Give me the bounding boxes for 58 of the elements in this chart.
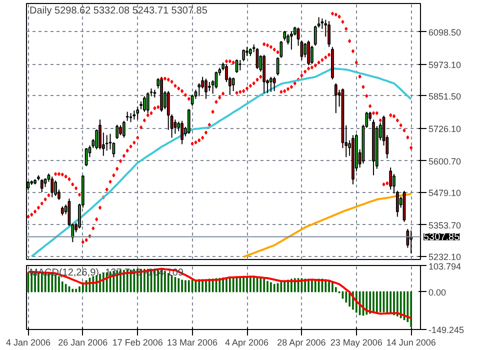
candlestick bbox=[136, 106, 140, 120]
y-tick-label: 5726.10 bbox=[428, 124, 462, 134]
candlestick bbox=[143, 96, 146, 112]
candlestick bbox=[116, 124, 119, 140]
candlestick bbox=[389, 167, 392, 190]
y-tick-label: 5851.50 bbox=[428, 91, 462, 102]
candlestick bbox=[126, 111, 129, 122]
candlestick bbox=[180, 120, 184, 145]
candlestick bbox=[307, 40, 310, 66]
x-tick-label: 4 Jan 2006 bbox=[6, 338, 50, 348]
y-tick-label: -149.245 bbox=[428, 325, 464, 335]
candlestick bbox=[204, 78, 208, 100]
x-tick-label: 28 Apr 2006 bbox=[277, 338, 326, 348]
candlestick bbox=[198, 82, 201, 97]
candlestick bbox=[174, 119, 177, 134]
y-tick-label: 5232.10 bbox=[428, 252, 462, 262]
candlestick bbox=[310, 45, 314, 64]
candlestick bbox=[84, 148, 88, 167]
candlestick bbox=[272, 76, 276, 92]
line-series bbox=[30, 68, 412, 258]
candlestick bbox=[40, 178, 44, 193]
y-tick-label: 6098.50 bbox=[428, 27, 462, 38]
candlestick bbox=[290, 30, 293, 50]
y-tick-label: 103.794 bbox=[428, 262, 462, 272]
candlestick bbox=[238, 59, 242, 71]
y-tick-label: 5353.70 bbox=[428, 220, 462, 230]
candlestick bbox=[54, 180, 57, 197]
candlestick bbox=[334, 82, 338, 114]
x-tick-label: 23 May 2006 bbox=[330, 338, 382, 348]
candlestick bbox=[187, 108, 190, 134]
candlestick bbox=[280, 40, 283, 58]
candlestick bbox=[119, 124, 122, 136]
candlestick bbox=[122, 120, 126, 138]
candlestick bbox=[283, 30, 286, 42]
x-tick-label: 4 Apr 2006 bbox=[224, 338, 269, 348]
candlestick bbox=[129, 112, 132, 123]
candlestick bbox=[60, 206, 64, 216]
x-tick-label: 13 Mar 2006 bbox=[167, 338, 218, 348]
y-tick-label: 5600.70 bbox=[428, 156, 462, 166]
candlestick bbox=[246, 46, 248, 57]
ref-line-label: 5307.85 bbox=[424, 232, 460, 244]
line-series bbox=[242, 192, 412, 258]
y-tick-label: 0.00 bbox=[428, 287, 446, 298]
candlestick bbox=[232, 77, 235, 92]
candlestick bbox=[132, 110, 136, 120]
candlestick bbox=[242, 49, 246, 62]
x-tick-label: 26 Jan 2006 bbox=[58, 338, 108, 348]
y-tick-label: 5479.10 bbox=[428, 188, 462, 198]
candlestick bbox=[269, 76, 272, 92]
candlestick bbox=[328, 20, 330, 48]
candlestick bbox=[208, 82, 211, 92]
candlestick bbox=[95, 128, 98, 150]
chart-title: Daily 5298.62 5332.08 5243.71 5307.85 bbox=[30, 6, 208, 16]
y-tick-label: 5973.10 bbox=[428, 60, 462, 70]
line-series bbox=[27, 268, 412, 320]
x-tick-label: 14 Jun 2006 bbox=[386, 338, 436, 348]
candlestick bbox=[190, 94, 194, 107]
x-tick-label: 17 Feb 2006 bbox=[112, 338, 163, 348]
